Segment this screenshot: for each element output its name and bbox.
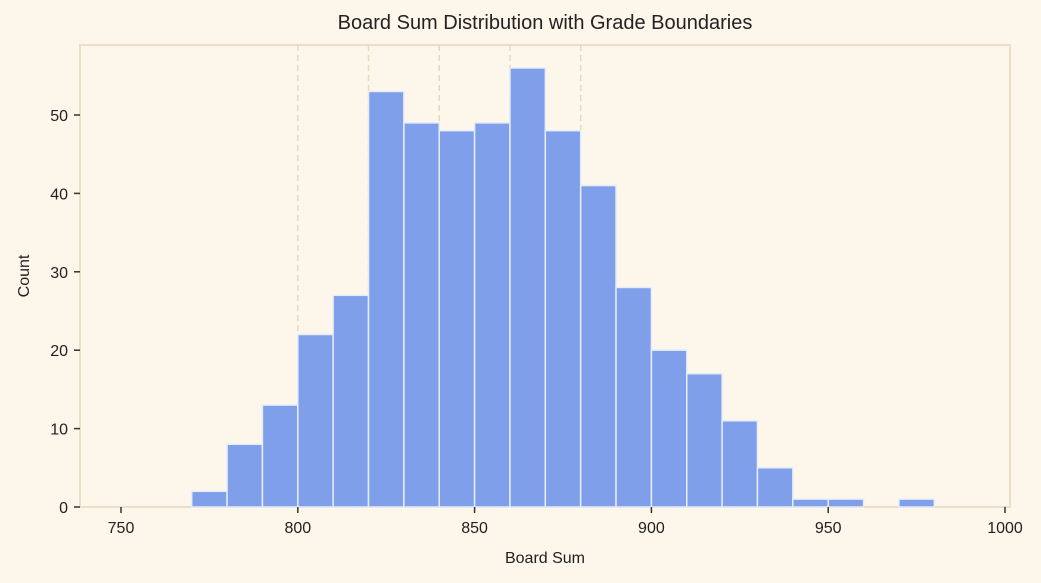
- histogram-bar: [403, 122, 440, 508]
- histogram-bar: [615, 286, 653, 508]
- histogram-bar: [827, 498, 865, 508]
- x-tick-label: 900: [638, 520, 665, 537]
- y-tick-label: 30: [50, 265, 68, 282]
- chart-title: Board Sum Distribution with Grade Bounda…: [337, 12, 753, 34]
- histogram-bar: [686, 372, 723, 508]
- histogram-bar: [226, 443, 264, 508]
- histogram-bar: [261, 404, 299, 508]
- histogram-bar: [332, 294, 370, 508]
- histogram-bar: [579, 184, 617, 508]
- histogram-bar: [721, 420, 759, 508]
- histogram-bar: [438, 129, 476, 508]
- y-tick-label: 0: [59, 500, 68, 517]
- histogram-bar: [756, 467, 794, 508]
- x-tick-label: 950: [815, 520, 842, 537]
- histogram-bar: [792, 498, 829, 508]
- y-tick-label: 20: [50, 343, 68, 360]
- histogram-bar: [544, 129, 582, 508]
- histogram-bar: [190, 490, 228, 508]
- y-tick-label: 40: [50, 186, 68, 203]
- histogram-bar: [367, 90, 405, 508]
- histogram-bar: [509, 67, 547, 508]
- histogram-bar: [650, 349, 688, 508]
- x-tick-label: 850: [461, 520, 488, 537]
- x-tick-label: 1000: [987, 520, 1023, 537]
- x-tick-label: 750: [108, 520, 135, 537]
- x-tick-label: 800: [284, 520, 311, 537]
- y-tick-label: 50: [50, 108, 68, 125]
- y-axis-label: Count: [16, 254, 33, 297]
- y-tick-label: 10: [50, 422, 68, 439]
- histogram-bar: [898, 498, 936, 508]
- histogram-bar: [473, 122, 511, 508]
- x-axis-label: Board Sum: [505, 550, 585, 567]
- histogram-bar: [297, 333, 334, 508]
